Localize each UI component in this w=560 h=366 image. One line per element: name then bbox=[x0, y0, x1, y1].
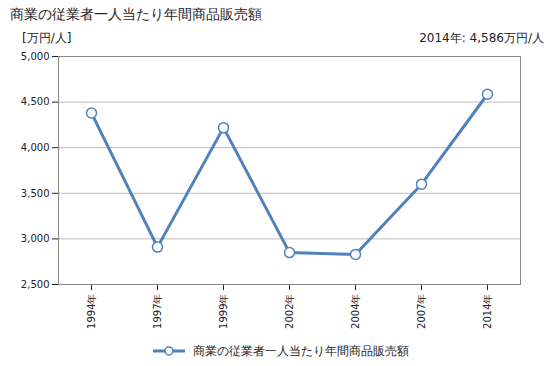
svg-text:1997年: 1997年 bbox=[152, 294, 163, 329]
svg-text:2,500: 2,500 bbox=[21, 279, 50, 290]
svg-text:1994年: 1994年 bbox=[86, 294, 97, 329]
svg-text:2002年: 2002年 bbox=[284, 294, 295, 329]
svg-text:2004年: 2004年 bbox=[350, 294, 361, 329]
html-text:[万円/人]: [万円/人] bbox=[22, 31, 72, 45]
svg-text:1999年: 1999年 bbox=[218, 294, 229, 329]
svg-text:5,000: 5,000 bbox=[21, 51, 50, 62]
svg-text:2007年: 2007年 bbox=[416, 294, 427, 329]
svg-text:2014年: 2014年 bbox=[482, 294, 493, 329]
html-text:商業の従業者一人当たり年間商品販売額: 商業の従業者一人当たり年間商品販売額 bbox=[193, 343, 409, 358]
html-text:2014年: 4,586万円/人: 2014年: 4,586万円/人 bbox=[419, 31, 544, 45]
svg-text:3,000: 3,000 bbox=[21, 233, 50, 244]
html-text:商業の従業者一人当たり年間商品販売額: 商業の従業者一人当たり年間商品販売額 bbox=[10, 6, 262, 22]
svg-text:4,500: 4,500 bbox=[21, 96, 50, 107]
svg-text:4,000: 4,000 bbox=[21, 142, 50, 153]
svg-text:3,500: 3,500 bbox=[21, 188, 50, 199]
